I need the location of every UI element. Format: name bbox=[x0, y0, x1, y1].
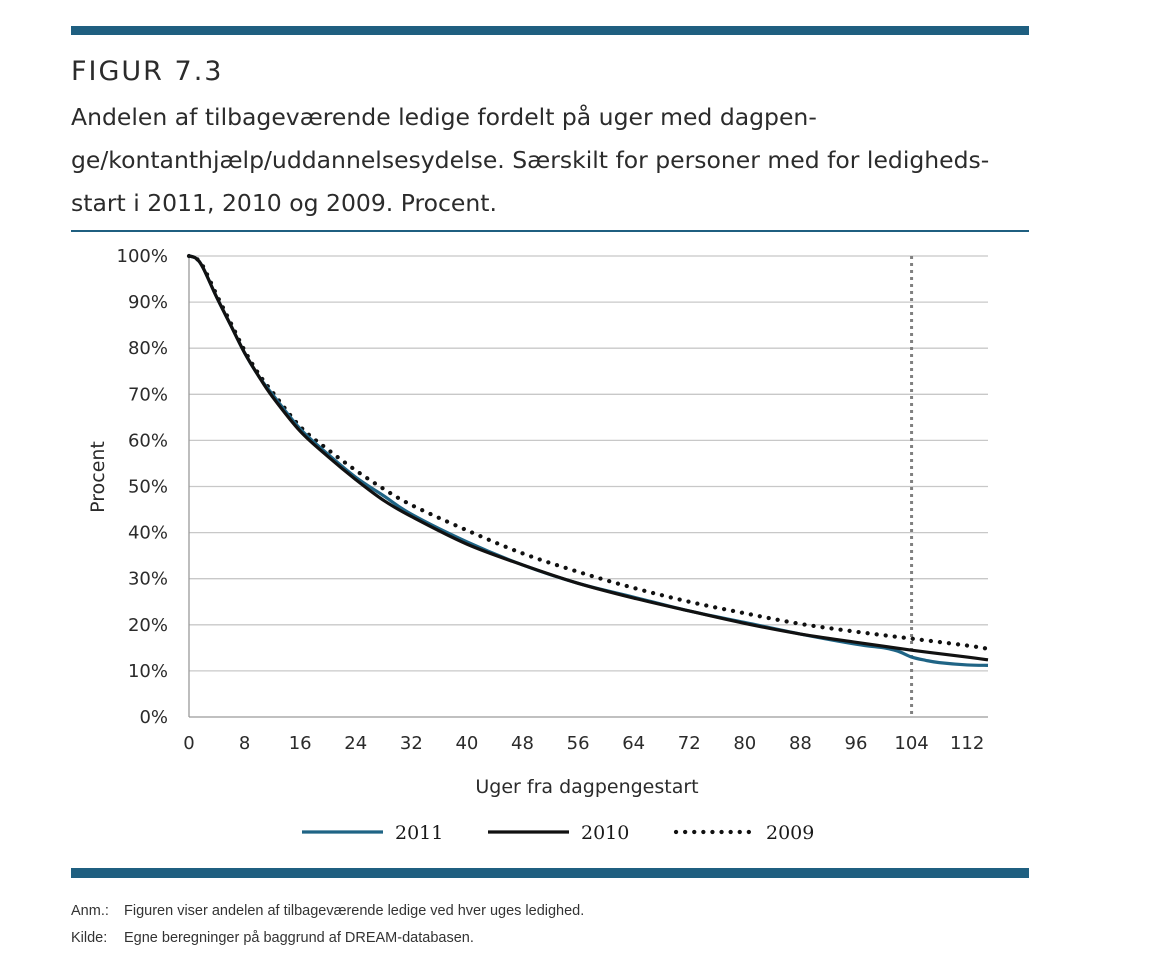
x-tick-label-88: 88 bbox=[789, 733, 812, 754]
x-tick-label-64: 64 bbox=[622, 733, 645, 754]
x-tick-label-80: 80 bbox=[733, 733, 756, 754]
series-layer bbox=[186, 253, 991, 667]
y-tick-label-60: 60% bbox=[128, 430, 168, 451]
x-tick-label-8: 8 bbox=[239, 733, 250, 754]
series-line-2010 bbox=[188, 254, 989, 662]
note-kilde-text: Egne beregninger på baggrund af DREAM-da… bbox=[124, 930, 474, 946]
x-tick-label-104: 104 bbox=[894, 733, 928, 754]
x-tick-label-16: 16 bbox=[289, 733, 312, 754]
figure-title: Andelen af tilbageværende ledige fordelt… bbox=[71, 103, 990, 217]
y-axis-title: Procent bbox=[87, 441, 109, 513]
x-tick-label-72: 72 bbox=[678, 733, 701, 754]
y-tick-label-30: 30% bbox=[128, 569, 168, 590]
x-tick-label-48: 48 bbox=[511, 733, 534, 754]
tick-label-layer: 0% 10% 20% 30% 40% 50% 60% 70% 80% 90% 100% 0 8 16 24 3… bbox=[117, 246, 985, 754]
note-anm: Anm.: Figuren viser andelen af tilbagevær… bbox=[71, 903, 584, 919]
x-tick-label-96: 96 bbox=[845, 733, 868, 754]
x-tick-label-112: 112 bbox=[950, 733, 984, 754]
figure-label: FIGUR 7.3 bbox=[71, 56, 224, 87]
legend-label-2011: 2011 bbox=[395, 822, 443, 844]
axis-layer bbox=[188, 256, 988, 718]
y-tick-label-40: 40% bbox=[128, 523, 168, 544]
title-divider bbox=[71, 230, 1029, 232]
grid-layer bbox=[189, 255, 988, 672]
y-tick-label-20: 20% bbox=[128, 615, 168, 636]
note-kilde-label: Kilde: bbox=[71, 930, 108, 946]
legend-label-2010: 2010 bbox=[581, 822, 629, 844]
top-brand-bar bbox=[71, 26, 1029, 35]
x-tick-label-24: 24 bbox=[344, 733, 367, 754]
x-tick-label-56: 56 bbox=[567, 733, 590, 754]
note-kilde: Kilde: Egne beregninger på baggrund af DR… bbox=[71, 930, 474, 946]
y-tick-label-70: 70% bbox=[128, 384, 168, 405]
x-tick-label-32: 32 bbox=[400, 733, 423, 754]
series-line-2011 bbox=[188, 254, 989, 667]
series-line-2009 bbox=[186, 253, 991, 651]
note-anm-text: Figuren viser andelen af tilbageværende … bbox=[124, 903, 585, 919]
x-tick-label-40: 40 bbox=[455, 733, 478, 754]
note-anm-label: Anm.: bbox=[71, 903, 109, 919]
legend-layer: 2011 2010 2009 bbox=[302, 822, 814, 844]
x-tick-label-0: 0 bbox=[183, 733, 194, 754]
y-tick-label-10: 10% bbox=[128, 661, 168, 682]
y-tick-label-100: 100% bbox=[117, 246, 168, 267]
y-tick-label-80: 80% bbox=[128, 338, 168, 359]
y-tick-label-0: 0% bbox=[139, 707, 168, 728]
y-tick-label-50: 50% bbox=[128, 477, 168, 498]
y-tick-label-90: 90% bbox=[128, 292, 168, 313]
legend-label-2009: 2009 bbox=[766, 822, 814, 844]
bottom-brand-bar bbox=[71, 868, 1029, 878]
x-axis-title: Uger fra dagpengestart bbox=[475, 776, 698, 798]
